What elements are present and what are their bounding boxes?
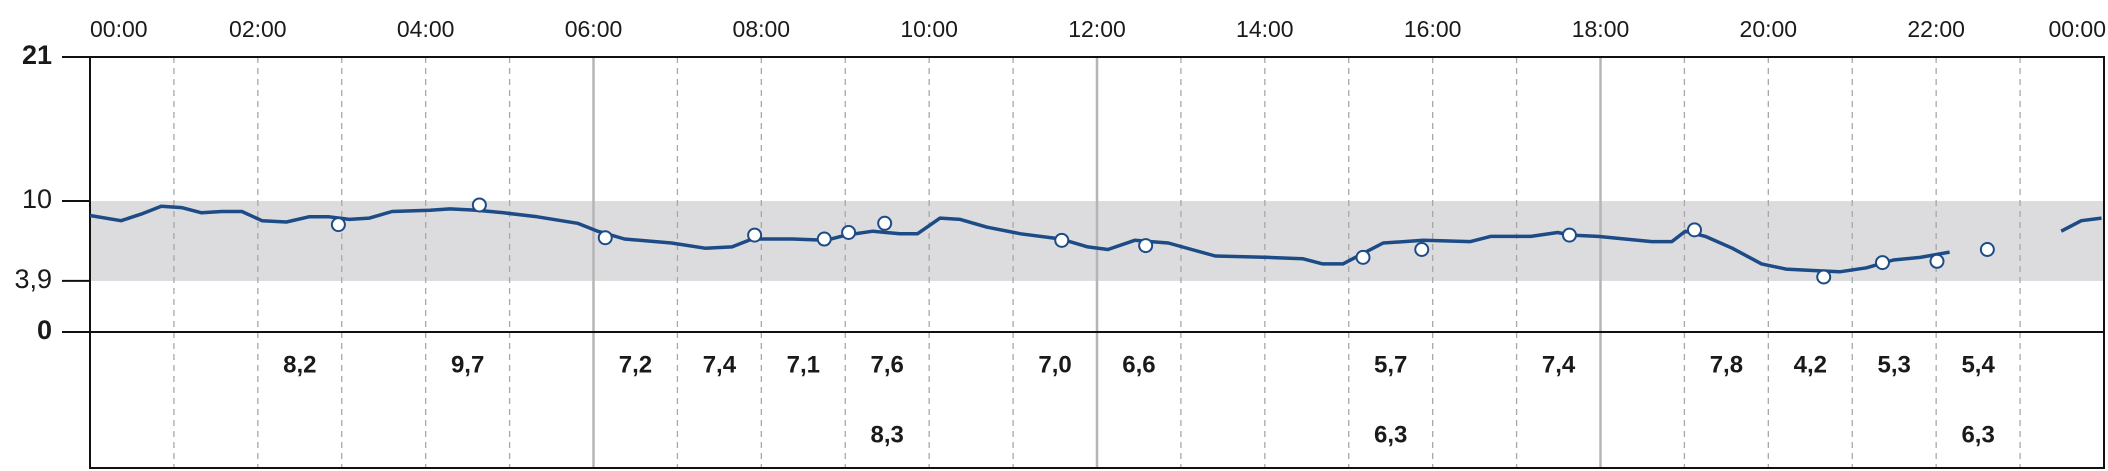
reading-value: 7,2 [619,351,652,378]
reading-value: 7,6 [871,351,904,378]
reading-value: 7,8 [1710,351,1743,378]
reading-value: 7,0 [1038,351,1071,378]
x-tick-label: 18:00 [1572,16,1630,42]
reading-marker [1686,222,1702,238]
reading-marker [877,215,893,231]
reading-marker [1816,269,1832,285]
x-tick-label: 04:00 [397,16,455,42]
x-tick-label: 02:00 [229,16,287,42]
x-tick-label: 00:00 [90,16,148,42]
reading-value: 6,3 [1961,421,1994,448]
x-tick-label: 00:00 [2048,16,2106,42]
reading-value: 7,4 [703,351,737,378]
reading-marker [1874,255,1890,271]
x-tick-label: 14:00 [1236,16,1294,42]
x-tick-label: 06:00 [565,16,623,42]
y-tick-label: 0 [37,315,52,345]
reading-value: 5,3 [1878,351,1911,378]
reading-value: 9,7 [451,351,484,378]
reading-marker [1561,227,1577,243]
reading-value: 8,3 [871,421,904,448]
reading-marker [1054,232,1070,248]
reading-value: 8,2 [283,351,316,378]
reading-value: 4,2 [1794,351,1827,378]
x-tick-label: 20:00 [1740,16,1798,42]
x-tick-label: 10:00 [900,16,958,42]
reading-marker [471,197,487,213]
y-tick-label: 21 [22,40,52,70]
x-tick-label: 22:00 [1907,16,1965,42]
reading-marker [330,217,346,233]
reading-value: 6,3 [1374,421,1407,448]
reading-value: 5,7 [1374,351,1407,378]
x-tick-label: 12:00 [1068,16,1126,42]
y-tick-label: 10 [22,184,52,214]
reading-marker [1414,242,1430,257]
reading-marker [816,231,832,247]
reading-value: 7,4 [1542,351,1576,378]
reading-marker [1929,253,1945,269]
plot-frame [89,56,2105,469]
x-tick-label: 16:00 [1404,16,1462,42]
y-tick-label: 3,9 [14,264,52,294]
reading-marker [1979,242,1995,257]
x-tick-label: 08:00 [733,16,791,42]
reading-value: 6,6 [1122,351,1155,378]
reading-marker [841,224,857,240]
reading-value: 5,4 [1961,351,1995,378]
reading-value: 7,1 [787,351,820,378]
reading-marker [1138,238,1154,254]
reading-marker [747,227,763,243]
reading-marker [597,230,613,246]
reading-marker [1355,249,1371,265]
